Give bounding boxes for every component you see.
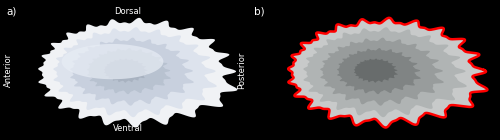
Polygon shape bbox=[320, 38, 444, 106]
Text: a): a) bbox=[6, 7, 16, 17]
Polygon shape bbox=[62, 44, 164, 79]
Text: Anterior: Anterior bbox=[4, 53, 13, 87]
Polygon shape bbox=[354, 59, 398, 83]
Polygon shape bbox=[70, 38, 194, 106]
Polygon shape bbox=[337, 48, 421, 94]
Polygon shape bbox=[38, 18, 237, 128]
Text: b): b) bbox=[254, 7, 264, 17]
Polygon shape bbox=[54, 27, 216, 117]
Polygon shape bbox=[304, 27, 466, 117]
Text: Posterior: Posterior bbox=[237, 51, 246, 89]
Polygon shape bbox=[288, 18, 488, 128]
Polygon shape bbox=[87, 48, 171, 94]
Text: Ventral: Ventral bbox=[112, 124, 142, 133]
Polygon shape bbox=[104, 59, 148, 83]
Text: Dorsal: Dorsal bbox=[114, 7, 141, 16]
